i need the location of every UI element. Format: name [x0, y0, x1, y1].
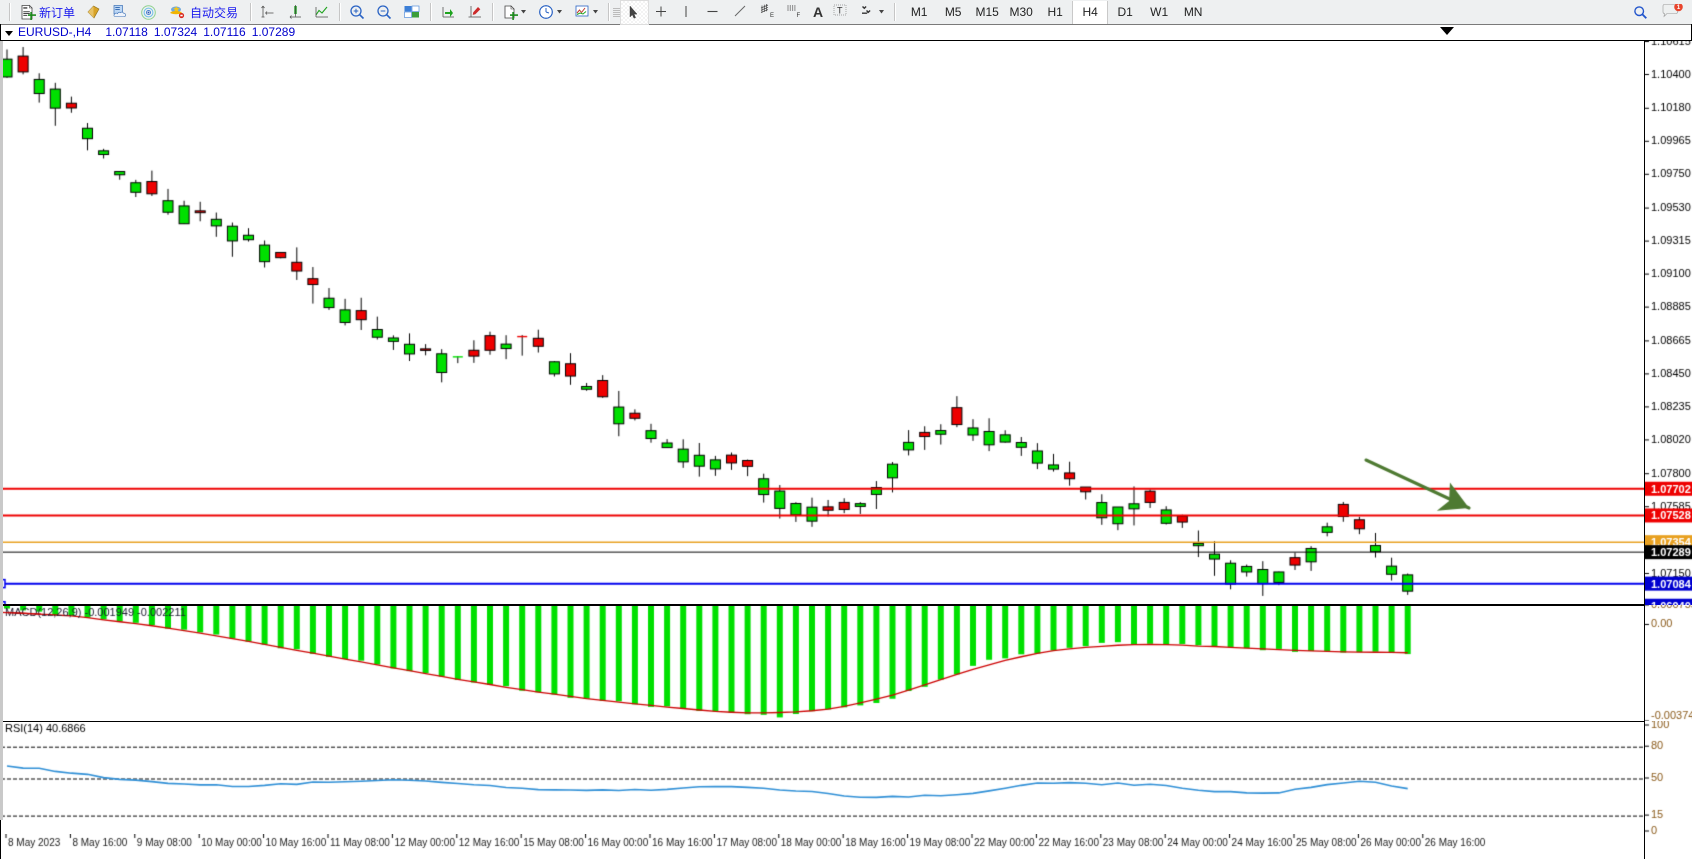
- svg-text:E: E: [770, 13, 774, 19]
- svg-text:T: T: [837, 5, 843, 15]
- svg-text:F: F: [797, 13, 801, 19]
- svg-text:1: 1: [1677, 4, 1681, 11]
